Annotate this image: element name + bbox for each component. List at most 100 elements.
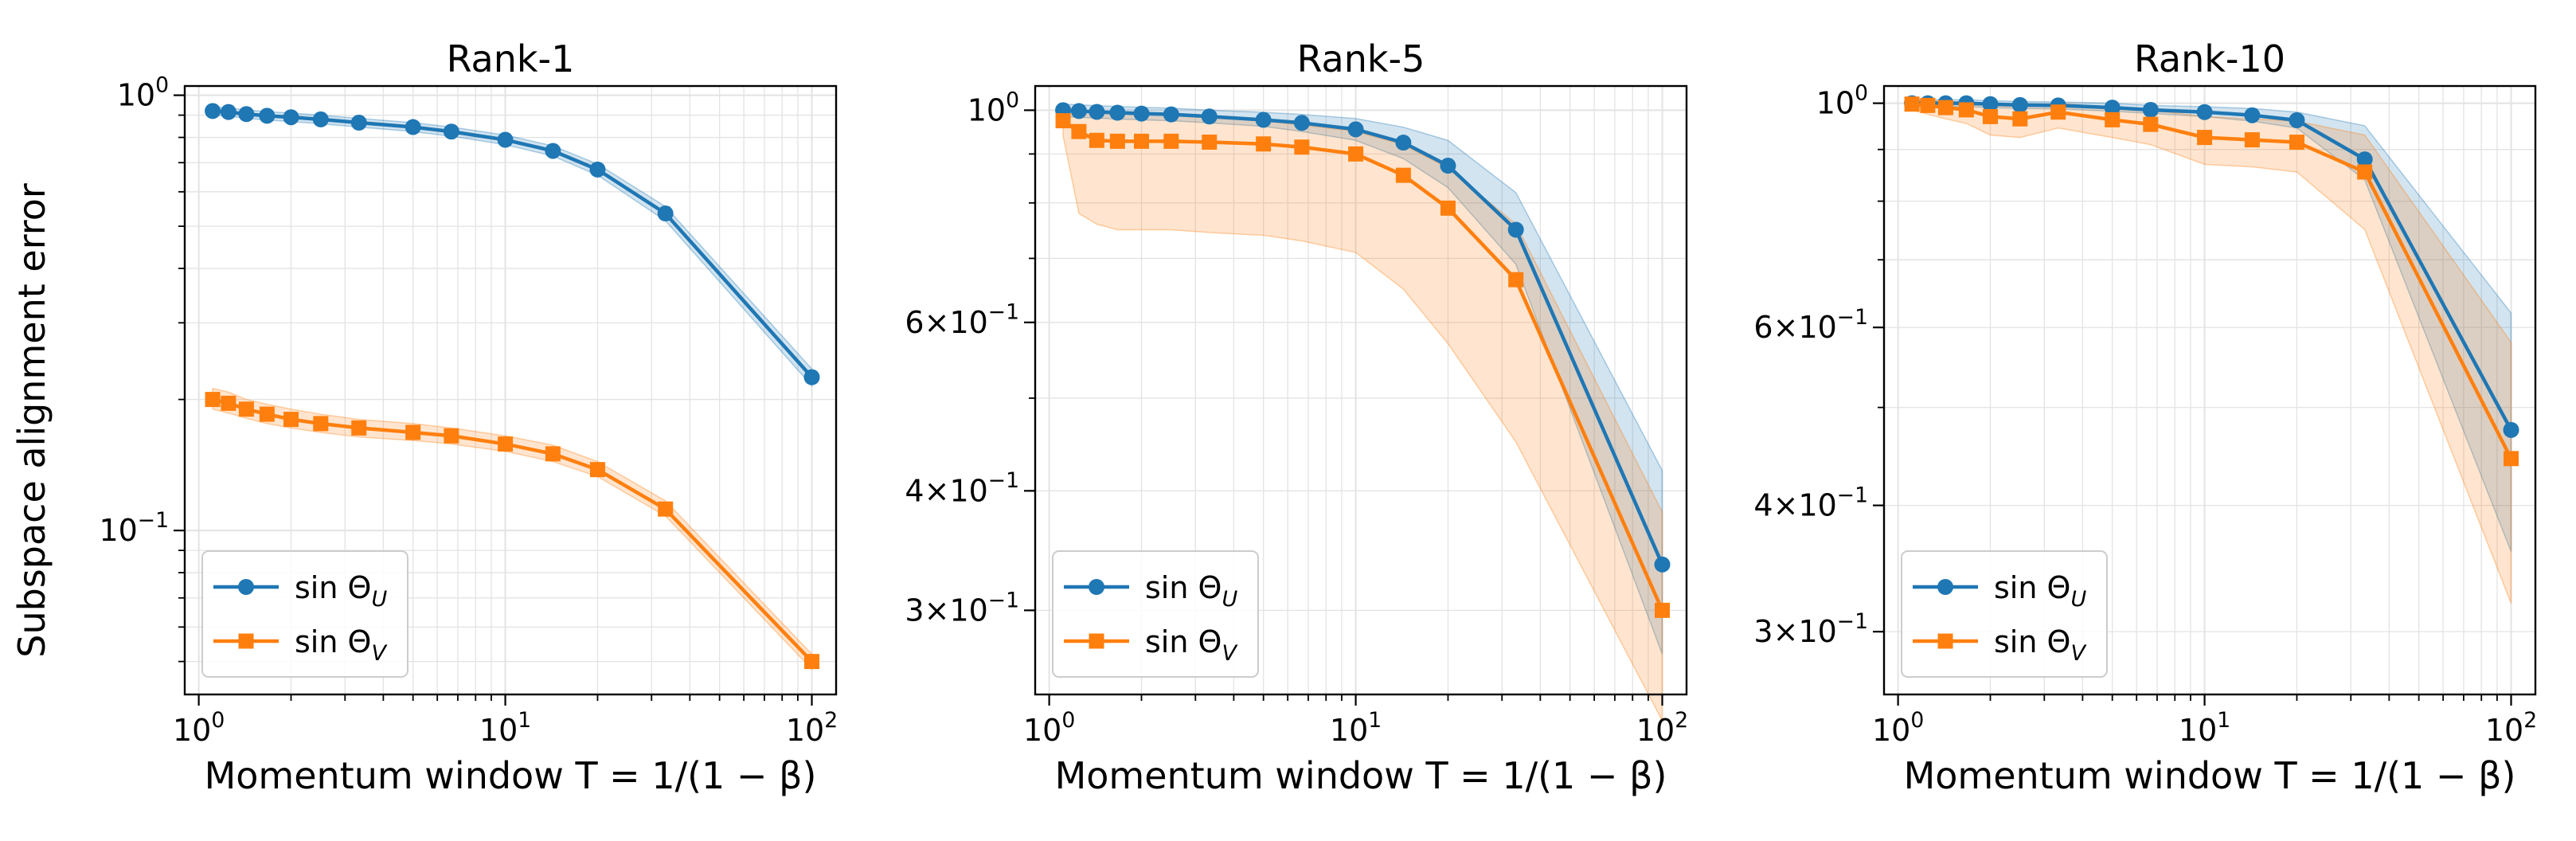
data-point [283, 109, 299, 126]
y-tick-label: 3×10−1 [905, 588, 1019, 628]
y-tick-label: 100 [1816, 81, 1868, 121]
confidence-band-1 [1911, 99, 2512, 552]
x-tick-label: 101 [2179, 708, 2230, 748]
legend: sin ΘU sin ΘV [1052, 550, 1259, 678]
data-point [2356, 151, 2373, 168]
panel-1: 100 101 102 10−1 100 Rank-1 Momentum window T … [99, 37, 838, 797]
data-point [804, 654, 820, 670]
data-point [1071, 123, 1087, 139]
panel-title: Rank-5 [1297, 37, 1425, 80]
data-point [1133, 133, 1149, 149]
x-tick-label: 100 [1023, 708, 1075, 748]
grid [1884, 86, 2535, 694]
data-point [2105, 111, 2121, 127]
legend-label: sin ΘU [1145, 570, 1237, 612]
data-point [2011, 96, 2028, 113]
data-point [2244, 107, 2261, 123]
legend-marker [1089, 579, 1104, 595]
data-point [1508, 272, 1524, 288]
data-point [443, 123, 459, 140]
x-tick-label: 100 [173, 708, 225, 748]
data-point [221, 395, 236, 411]
plot-frame [1034, 84, 1688, 696]
data-point [405, 424, 421, 440]
data-point [1055, 113, 1071, 129]
data-point [589, 462, 605, 478]
data-point [657, 205, 674, 222]
legend-marker [1089, 633, 1104, 649]
data-point [259, 406, 275, 422]
panel-title: Rank-10 [2134, 37, 2285, 80]
data-point [1109, 104, 1126, 121]
data-point [1089, 104, 1105, 120]
x-axis-label: Momentum window T = 1/(1 − β) [205, 754, 817, 797]
confidence-band-1 [212, 106, 813, 388]
legend-label: sin ΘU [1994, 570, 2086, 612]
confidence-band-1 [1062, 103, 1663, 655]
panel-3: 100 101 102 3×10−1 4×10−1 6×10−1 100 Rank-10 Mom… [1753, 37, 2537, 797]
data-point [1958, 102, 1974, 118]
figure-ylabel: Subspace alignment error [10, 183, 53, 658]
data-point [1293, 115, 1310, 131]
data-point [312, 111, 329, 127]
panel-2: 100 101 102 3×10−1 4×10−1 6×10−1 100 Rank-5 Mome… [905, 37, 1688, 797]
x-tick-label: 101 [479, 708, 531, 748]
data-point [351, 420, 367, 436]
data-point [1904, 96, 1920, 112]
data-point [2196, 104, 2213, 120]
legend-marker [238, 633, 254, 649]
x-tick-label: 101 [1330, 708, 1382, 748]
data-point [1920, 97, 1936, 113]
data-point [2504, 451, 2519, 467]
data-point [313, 416, 329, 432]
data-point [238, 106, 255, 123]
data-point [1256, 136, 1272, 152]
legend-label: sin ΘV [1994, 624, 2087, 666]
y-tick-label: 4×10−1 [905, 468, 1019, 508]
legend-marker [1937, 633, 1953, 649]
data-point [1202, 134, 1218, 150]
data-point [2143, 116, 2159, 132]
y-tick-label: 100 [117, 72, 169, 112]
legend-marker [238, 579, 254, 595]
data-point [205, 103, 221, 119]
legend: sin ΘU sin ΘV [1901, 550, 2108, 678]
data-point [2244, 132, 2260, 148]
data-point [1348, 146, 1364, 162]
data-point [2050, 104, 2066, 120]
data-point [2289, 111, 2305, 128]
y-tick-label: 10−1 [99, 508, 169, 548]
data-point [1201, 108, 1218, 125]
data-point [1089, 132, 1104, 148]
y-tick-label: 4×10−1 [1753, 483, 1868, 522]
x-axis-label: Momentum window T = 1/(1 − β) [1055, 754, 1667, 797]
confidence-band-2 [1911, 99, 2512, 604]
data-point [658, 501, 674, 517]
legend-marker [1937, 579, 1953, 595]
legend-label: sin ΘV [295, 624, 388, 666]
data-point [2503, 421, 2519, 438]
data-point [2012, 111, 2028, 127]
data-point [803, 369, 820, 385]
data-point [1982, 108, 1998, 124]
grid [1035, 86, 1687, 694]
x-tick-label: 100 [1872, 708, 1924, 748]
data-point [589, 161, 606, 178]
data-point [1255, 111, 1272, 128]
data-point [1982, 96, 1999, 112]
data-point [1440, 158, 1456, 174]
data-point [350, 115, 367, 131]
data-point [2357, 164, 2373, 180]
data-point [545, 446, 561, 462]
data-point [2197, 130, 2213, 146]
legend: sin ΘU sin ΘV [201, 550, 408, 678]
x-axis-label: Momentum window T = 1/(1 − β) [1904, 754, 2516, 797]
data-point [1507, 221, 1524, 238]
data-point [1937, 100, 1953, 115]
data-point [2289, 135, 2304, 151]
data-point [405, 119, 421, 135]
data-point [1440, 200, 1456, 216]
data-point [498, 436, 514, 452]
data-point [2142, 101, 2159, 118]
plot-frame [183, 84, 838, 696]
